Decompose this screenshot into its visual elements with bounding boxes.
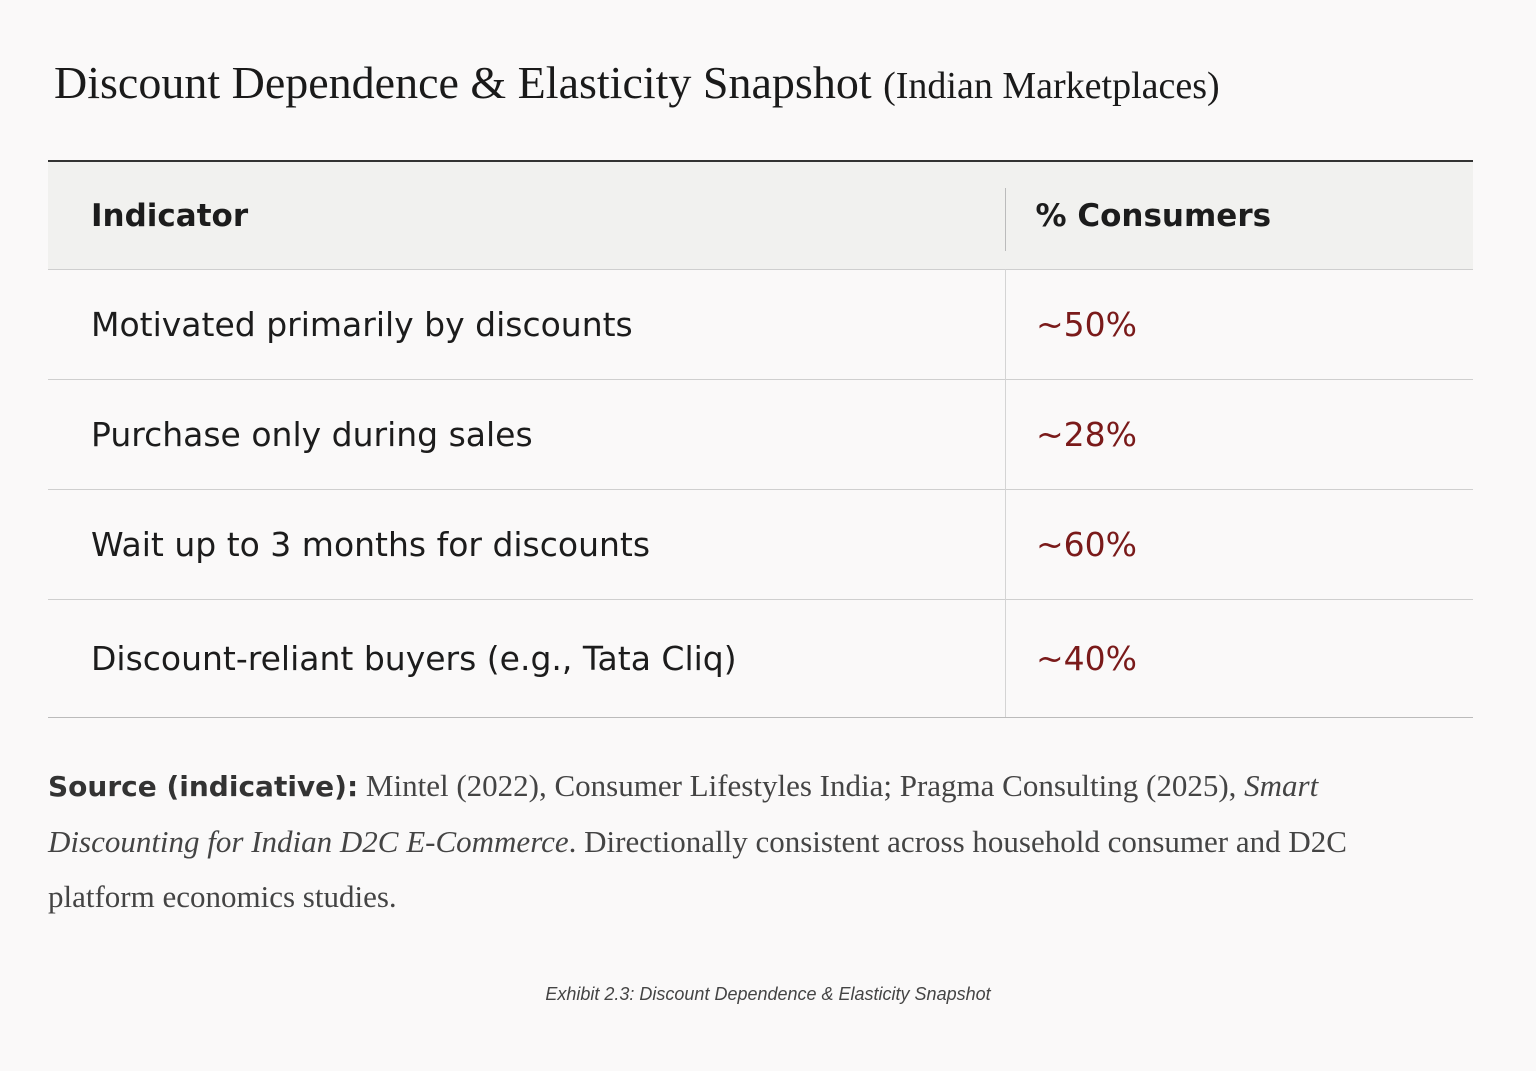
value-cell: ~28%: [1005, 379, 1473, 490]
column-header: Indicator: [48, 161, 1006, 270]
header-row: Indicator % Consumers: [48, 161, 1473, 270]
title-sub: (Indian Marketplaces): [883, 65, 1220, 107]
column-header: % Consumers: [1035, 197, 1272, 234]
source-note: Source (indicative): Mintel (2022), Cons…: [48, 758, 1438, 924]
value-cell: ~40%: [1005, 599, 1473, 718]
title-main: Discount Dependence & Elasticity Snapsho…: [54, 57, 872, 108]
caption: Exhibit 2.3: Discount Dependence & Elast…: [545, 984, 991, 1004]
indicator-cell: Wait up to 3 months for discounts: [48, 489, 1006, 600]
table: Indicator % Consumers Motivated primaril…: [48, 160, 1473, 718]
table-row: Wait up to 3 months for discounts ~60%: [48, 489, 1473, 600]
source-label: Source (indicative):: [48, 770, 359, 803]
source-text: . Directionally consistent across househ…: [48, 824, 1347, 914]
table-row: Discount-reliant buyers (e.g., Tata Cliq…: [48, 599, 1473, 718]
source-italic: Smart Discounting for Indian D2C E-Comme…: [48, 768, 1319, 859]
indicator-cell: Motivated primarily by discounts: [48, 269, 1006, 380]
indicator-cell: Purchase only during sales: [48, 379, 1006, 490]
table-row: Motivated primarily by discounts ~50%: [48, 269, 1473, 380]
source-text: Mintel (2022), Consumer Lifestyles India…: [358, 768, 1245, 803]
table-row: Purchase only during sales ~28%: [48, 379, 1473, 490]
value-cell: ~50%: [1005, 269, 1473, 380]
value-cell: ~60%: [1005, 489, 1473, 600]
title: Discount Dependence & Elasticity Snapsho…: [54, 56, 1220, 109]
indicator-cell: Discount-reliant buyers (e.g., Tata Cliq…: [48, 599, 1006, 718]
